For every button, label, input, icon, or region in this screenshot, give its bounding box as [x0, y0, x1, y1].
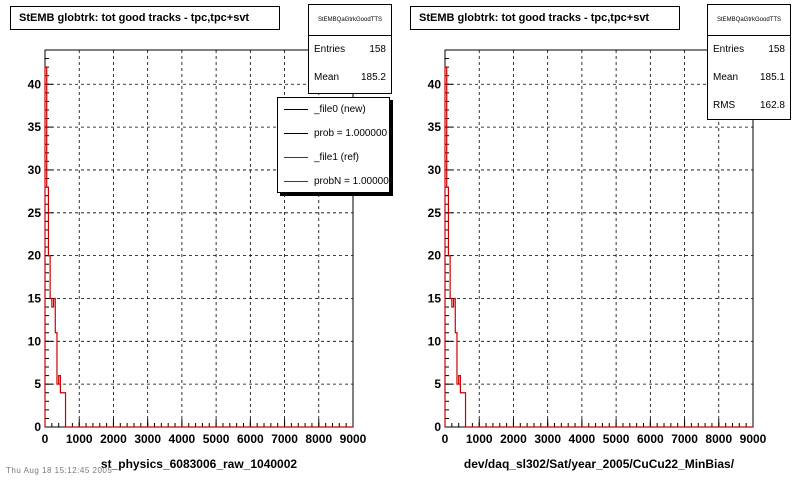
left-stats-box: StEMBQaGtrkGoodTTS Entries 158 Mean 185.… — [308, 4, 392, 94]
legend-swatch-prob — [284, 133, 308, 134]
left-x-tick-label-2000: 2000 — [100, 432, 127, 446]
right-stats-entries-value: 158 — [768, 44, 785, 55]
legend-item-probn: probN = 1.000000 — [278, 170, 390, 192]
left-x-tick-label-4000: 4000 — [169, 432, 196, 446]
right-stats-mean-label: Mean — [713, 72, 739, 83]
right-x-tick-label-1000: 1000 — [466, 432, 493, 446]
left-x-axis-title: st_physics_6083006_raw_1040002 — [101, 457, 297, 471]
left-y-tick-label-0: 0 — [34, 420, 41, 434]
left-stats-mean-label: Mean — [314, 72, 340, 83]
right-stats-name: StEMBQaGtrkGoodTTS — [708, 5, 790, 36]
left-y-tick-label-20: 20 — [28, 249, 42, 263]
right-x-tick-label-4000: 4000 — [569, 432, 596, 446]
right-y-tick-label-30: 30 — [428, 163, 442, 177]
right-x-axis-title: dev/daq_sl302/Sat/year_2005/CuCu22_MinBi… — [464, 457, 735, 471]
right-x-tick-label-2000: 2000 — [500, 432, 527, 446]
footer-timestamp: Thu Aug 18 15:12:45 2005 — [6, 466, 113, 475]
right-pad-title-text: StEMB globtrk: tot good tracks - tpc,tpc… — [419, 12, 650, 24]
left-stats-entries-label: Entries — [314, 44, 346, 55]
legend-item-prob: prob = 1.000000 — [278, 122, 389, 146]
right-x-tick-label-6000: 6000 — [637, 432, 664, 446]
left-x-tick-label-1000: 1000 — [66, 432, 93, 446]
left-y-tick-label-25: 25 — [28, 206, 42, 220]
legend-label-new: _file0 (new) — [314, 104, 366, 115]
legend-swatch-ref — [284, 157, 308, 158]
right-y-tick-label-0: 0 — [434, 420, 441, 434]
left-pad-title-text: StEMB globtrk: tot good tracks - tpc,tpc… — [19, 12, 250, 24]
left-y-tick-label-5: 5 — [34, 377, 41, 391]
legend-swatch-new — [284, 109, 308, 110]
right-stats-rms-label: RMS — [713, 100, 736, 111]
left-stats-entries-value: 158 — [369, 44, 386, 55]
legend-swatch-probn — [284, 181, 308, 182]
left-y-tick-label-10: 10 — [28, 334, 42, 348]
right-pad-title: StEMB globtrk: tot good tracks - tpc,tpc… — [410, 6, 680, 30]
right-y-tick-label-5: 5 — [434, 377, 441, 391]
right-x-tick-label-3000: 3000 — [534, 432, 561, 446]
legend-item-new: _file0 (new) — [278, 98, 389, 122]
right-y-tick-label-25: 25 — [428, 206, 442, 220]
left-stats-mean-value: 185.2 — [360, 72, 386, 83]
right-y-tick-label-10: 10 — [428, 334, 442, 348]
left-y-tick-label-40: 40 — [28, 77, 42, 91]
right-stats-row-entries: Entries 158 — [708, 36, 790, 64]
left-x-tick-label-0: 0 — [42, 432, 49, 446]
right-stats-mean-value: 185.1 — [759, 72, 785, 83]
right-x-tick-label-8000: 8000 — [705, 432, 732, 446]
left-x-tick-label-9000: 9000 — [340, 432, 367, 446]
legend-label-ref: _file1 (ref) — [314, 152, 360, 163]
left-y-tick-label-15: 15 — [28, 291, 42, 305]
right-stats-row-rms: RMS 162.8 — [708, 92, 790, 120]
legend-item-ref: _file1 (ref) — [278, 146, 389, 170]
left-y-tick-label-30: 30 — [28, 163, 42, 177]
right-x-tick-label-9000: 9000 — [740, 432, 767, 446]
right-x-tick-label-7000: 7000 — [671, 432, 698, 446]
right-x-tick-label-5000: 5000 — [603, 432, 630, 446]
left-stats-row-entries: Entries 158 — [309, 36, 391, 64]
left-pad-title: StEMB globtrk: tot good tracks - tpc,tpc… — [10, 6, 280, 30]
right-y-tick-label-20: 20 — [428, 249, 442, 263]
right-stats-box: StEMBQaGtrkGoodTTS Entries 158 Mean 185.… — [707, 4, 791, 120]
legend-label-probn: probN = 1.000000 — [314, 176, 390, 187]
legend-label-prob: prob = 1.000000 — [314, 128, 388, 139]
left-x-tick-label-3000: 3000 — [134, 432, 161, 446]
left-stats-name: StEMBQaGtrkGoodTTS — [309, 5, 391, 36]
right-y-tick-label-15: 15 — [428, 291, 442, 305]
left-legend: _file0 (new) prob = 1.000000 _file1 (ref… — [277, 97, 390, 193]
right-stats-entries-label: Entries — [713, 44, 745, 55]
right-histogram-series-0 — [444, 66, 753, 428]
left-stats-row-mean: Mean 185.2 — [309, 64, 391, 92]
right-y-tick-label-40: 40 — [428, 77, 442, 91]
right-stats-rms-value: 162.8 — [759, 100, 785, 111]
left-x-tick-label-7000: 7000 — [271, 432, 298, 446]
left-y-tick-label-35: 35 — [28, 120, 42, 134]
right-x-tick-label-0: 0 — [442, 432, 449, 446]
left-x-tick-label-6000: 6000 — [237, 432, 264, 446]
right-y-tick-label-35: 35 — [428, 120, 442, 134]
right-stats-row-mean: Mean 185.1 — [708, 64, 790, 92]
left-x-tick-label-8000: 8000 — [305, 432, 332, 446]
left-histogram-series-0 — [44, 66, 353, 428]
left-x-tick-label-5000: 5000 — [203, 432, 230, 446]
